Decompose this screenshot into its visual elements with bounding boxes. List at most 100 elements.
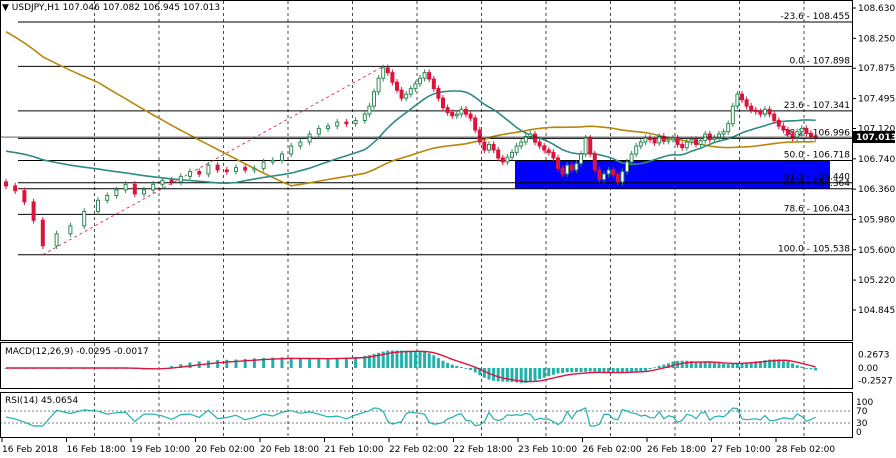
candle-body — [680, 143, 685, 149]
candle-body — [436, 88, 441, 99]
candle-body — [362, 113, 367, 122]
macd-bar — [795, 365, 799, 368]
candle-body — [698, 139, 703, 145]
macd-tick-label: 0.2673 — [858, 351, 890, 361]
candle-body — [335, 121, 340, 127]
candlesticks — [4, 64, 818, 249]
dropdown-triangle-icon[interactable]: ▼ — [2, 3, 9, 13]
candle-body — [671, 137, 675, 141]
macd-bar — [648, 368, 652, 370]
macd-bar — [473, 368, 477, 373]
candle-body — [132, 183, 137, 195]
macd-bar — [538, 368, 542, 380]
candle-body — [487, 143, 491, 151]
macd-bar — [344, 357, 348, 368]
macd-bar — [680, 360, 684, 368]
candle-body — [661, 135, 666, 142]
candle-body — [537, 141, 542, 147]
candle-body — [717, 133, 721, 139]
macd-bar — [505, 368, 509, 382]
candle-body — [795, 131, 800, 139]
macd-bar — [427, 353, 431, 368]
macd-bar — [749, 361, 753, 368]
macd-bar — [400, 350, 404, 368]
macd-bar — [418, 351, 422, 368]
candle-body — [344, 121, 349, 125]
time-label: 22 Feb 18:00 — [454, 445, 513, 455]
price-tick-label: 107.120 — [858, 124, 895, 134]
candle-body — [197, 171, 202, 175]
fibo-label: 23.6 - 107.341 — [784, 101, 850, 111]
time-label: 27 Feb 10:00 — [712, 445, 771, 455]
candle-body — [799, 127, 804, 133]
candle-body — [326, 125, 330, 129]
time-axis: 16 Feb 2018 16 Feb 18:00 19 Feb 10:00 20 Fe… — [1, 438, 835, 455]
candle-body — [395, 81, 399, 91]
time-label: 26 Feb 18:00 — [647, 445, 706, 455]
time-label: 22 Feb 02:00 — [389, 445, 448, 455]
macd-bar — [616, 368, 620, 373]
candle-body — [450, 112, 455, 117]
price-tick-label: 108.630 — [858, 4, 895, 14]
rsi-tick-label: 0 — [856, 428, 862, 438]
macd-bar — [377, 352, 381, 368]
macd-bar — [607, 368, 611, 373]
candle-body — [473, 117, 478, 131]
macd-bar — [469, 368, 473, 371]
candle-body — [740, 93, 744, 101]
candle-body — [625, 161, 629, 173]
candle-body — [565, 164, 570, 175]
macd-bar — [459, 366, 463, 368]
candle-body — [758, 111, 763, 115]
macd-bar — [666, 363, 670, 368]
time-label: 21 Feb 10:00 — [325, 445, 384, 455]
macd-bar — [685, 360, 689, 368]
macd-tick-label: 0.00 — [858, 364, 878, 374]
candle-body — [142, 189, 146, 195]
macd-bar — [386, 350, 390, 368]
macd-bar — [432, 355, 436, 368]
macd-bar — [561, 368, 565, 373]
fibo-trendline — [42, 66, 384, 256]
candle-body — [505, 156, 510, 163]
candle-body — [399, 89, 404, 99]
fibo-label: 65.0 - 106.364 — [784, 179, 850, 189]
candle-body — [252, 167, 257, 171]
macd-bar — [395, 350, 399, 368]
macd-bar — [620, 368, 624, 373]
candle-body — [542, 145, 547, 151]
macd-bar — [754, 361, 758, 368]
candle-body — [721, 131, 726, 135]
macd-bar — [289, 357, 293, 368]
macd-signal-line — [6, 350, 816, 383]
macd-bar — [271, 357, 275, 368]
candle-body — [560, 167, 565, 175]
candle-body — [634, 145, 639, 155]
macd-bar — [262, 357, 266, 368]
candle-body — [234, 167, 238, 173]
candle-body — [441, 97, 445, 109]
macd-bar — [781, 359, 785, 368]
macd-bar — [703, 361, 707, 368]
candle-body — [390, 72, 395, 83]
candle-body — [675, 137, 680, 145]
macd-bar — [225, 359, 229, 368]
macd-bar — [556, 368, 560, 374]
macd-bar — [689, 361, 693, 368]
price-tick-label: 106.740 — [858, 155, 895, 165]
time-label: 20 Feb 18:00 — [260, 445, 319, 455]
candle-body — [13, 185, 18, 192]
candle-body — [744, 99, 749, 107]
candle-body — [694, 139, 698, 145]
candle-body — [643, 137, 648, 143]
macd-bar — [496, 368, 500, 382]
symbol-timeframe: USDJPY,H1 — [11, 3, 60, 13]
current-price-box — [853, 131, 895, 144]
candle-body — [528, 133, 533, 137]
macd-bar — [643, 368, 647, 371]
rsi-frame — [0, 392, 853, 438]
candle-body — [533, 133, 537, 143]
candle-body — [82, 210, 87, 227]
macd-tick-label: -0.2527 — [858, 377, 893, 387]
